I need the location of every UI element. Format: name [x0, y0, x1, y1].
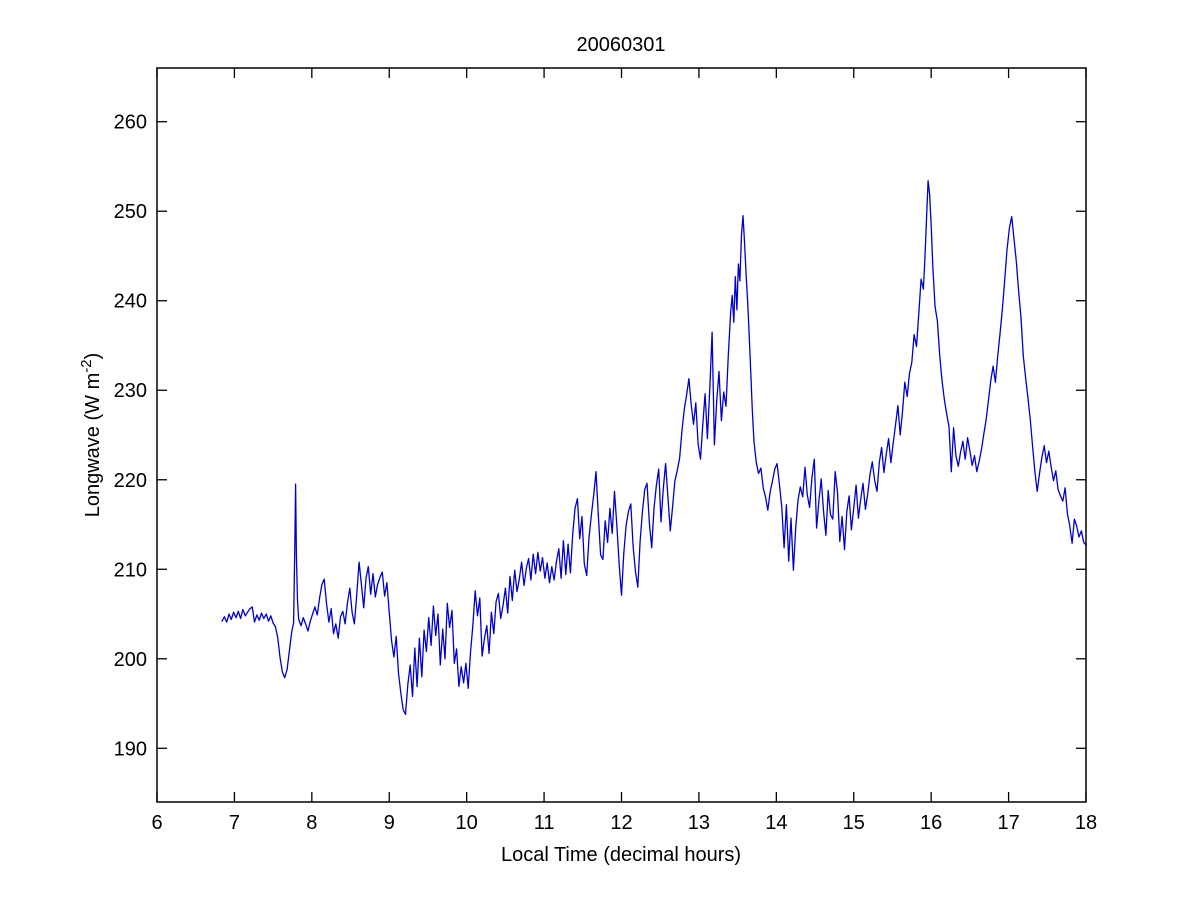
y-axis-label: Longwave (W m-2)	[78, 353, 104, 518]
x-tick-label: 13	[688, 812, 710, 834]
chart-title: 20060301	[577, 34, 666, 56]
y-tick-label: 220	[114, 470, 147, 492]
y-tick-label: 210	[114, 559, 147, 581]
y-tick-label: 190	[114, 738, 147, 760]
x-tick-label: 15	[843, 812, 865, 834]
plot-area-box	[156, 67, 1087, 803]
x-tick-label: 11	[534, 812, 555, 834]
x-tick-label: 17	[997, 812, 1019, 834]
axis-ticks	[156, 68, 1087, 802]
x-tick-label: 18	[1075, 812, 1097, 834]
x-tick-label: 10	[456, 812, 478, 834]
x-tick-label: 16	[920, 812, 942, 834]
x-tick-label: 8	[306, 812, 317, 834]
axis-tick-labels: 6 7 8 9 10 11 12 13 14 15 16 17 18 190 200 210 220 230 240…	[114, 112, 1098, 834]
x-tick-label: 14	[765, 812, 787, 834]
y-tick-label: 260	[114, 112, 147, 134]
x-tick-label: 7	[229, 812, 240, 834]
x-tick-label: 12	[610, 812, 632, 834]
y-tick-label: 250	[114, 201, 147, 223]
y-tick-label: 230	[114, 380, 147, 402]
y-tick-label: 240	[114, 291, 147, 313]
x-tick-label: 9	[384, 812, 395, 834]
x-tick-label: 6	[151, 812, 162, 834]
x-axis-label: Local Time (decimal hours)	[501, 844, 741, 866]
y-tick-label: 200	[114, 649, 147, 671]
longwave-line	[221, 180, 1087, 715]
